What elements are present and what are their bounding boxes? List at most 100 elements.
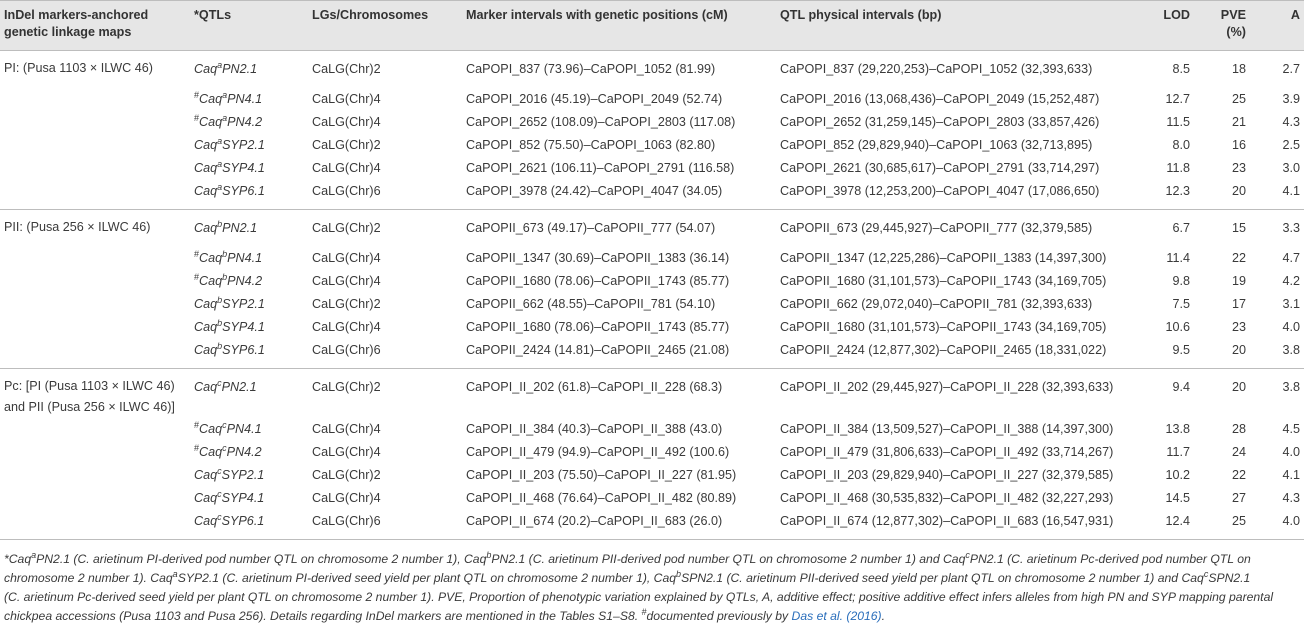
- physical-interval-cell: CaPOPI_3978 (12,253,200)–CaPOPI_4047 (17…: [780, 184, 1100, 198]
- map-cell: [0, 270, 190, 293]
- physical-interval-cell: CaPOPI_2652 (31,259,145)–CaPOPI_2803 (33…: [780, 115, 1100, 129]
- lod-cell: 9.5: [1172, 343, 1190, 357]
- qtl-trait: SYP4.1: [222, 161, 265, 175]
- marker-interval-cell: CaPOPI_2652 (108.09)–CaPOPI_2803 (117.08…: [466, 115, 736, 129]
- table-row: CaqbSYP4.1 CaLG(Chr)4 CaPOPII_1680 (78.06)…: [0, 316, 1304, 339]
- lod-cell: 11.4: [1166, 251, 1190, 265]
- qtl-prefix: Caq: [199, 274, 223, 288]
- pve-cell: 28: [1231, 422, 1246, 436]
- qtl-hash-mark: #: [194, 113, 200, 123]
- additive-effect-cell: 4.1: [1282, 184, 1300, 198]
- qtl-prefix: Caq: [194, 380, 218, 394]
- table-row: Pc: [PI (Pusa 1103 × ILWC 46) and PII (P…: [0, 369, 1304, 419]
- marker-interval-cell: CaPOPII_662 (48.55)–CaPOPII_781 (54.10): [466, 297, 716, 311]
- map-cell: [0, 111, 190, 134]
- lod-cell: 12.7: [1165, 92, 1190, 106]
- qtl-name-cell: CaqbSYP4.1: [190, 316, 308, 339]
- qtl-prefix: Caq: [194, 161, 218, 175]
- table-row: #CaqaPN4.2 CaLG(Chr)4 CaPOPI_2652 (108.09)…: [0, 111, 1304, 134]
- marker-interval-cell: CaPOPI_852 (75.50)–CaPOPI_1063 (82.80): [466, 138, 716, 152]
- map-cell: [0, 134, 190, 157]
- marker-interval-cell: CaPOPI_II_384 (40.3)–CaPOPI_II_388 (43.0…: [466, 422, 723, 436]
- table-group: PII: (Pusa 256 × ILWC 46) CaqbPN2.1 CaLG(C…: [0, 210, 1304, 369]
- lod-cell: 10.2: [1165, 468, 1190, 482]
- lod-cell: 10.6: [1165, 320, 1190, 334]
- additive-effect-cell: 4.0: [1282, 445, 1300, 459]
- footnote-line-1: *CaqaPN2.1 (C. arietinum PI-derived pod …: [4, 550, 1251, 567]
- qtl-trait: PN4.1: [227, 251, 263, 265]
- physical-interval-cell: CaPOPII_1680 (31,101,573)–CaPOPII_1743 (…: [780, 274, 1107, 288]
- marker-interval-cell: CaPOPI_II_202 (61.8)–CaPOPI_II_228 (68.3…: [466, 380, 723, 394]
- qtl-prefix: Caq: [194, 491, 218, 505]
- qtl-name-cell: CaqbSYP2.1: [190, 293, 308, 316]
- map-cell: [0, 157, 190, 180]
- additive-effect-cell: 4.2: [1282, 274, 1300, 288]
- lod-cell: 8.5: [1172, 62, 1190, 76]
- physical-interval-cell: CaPOPII_1347 (12,225,286)–CaPOPII_1383 (…: [780, 251, 1107, 265]
- pve-cell: 24: [1231, 445, 1246, 459]
- lod-cell: 11.5: [1166, 115, 1190, 129]
- map-cell: [0, 247, 190, 270]
- qtl-prefix: Caq: [199, 445, 223, 459]
- qtl-name-cell: #CaqbPN4.1: [190, 247, 308, 270]
- pve-cell: 16: [1231, 138, 1246, 152]
- marker-interval-cell: CaPOPI_3978 (24.42)–CaPOPI_4047 (34.05): [466, 184, 723, 198]
- header-marker-intervals: Marker intervals with genetic positions …: [466, 8, 728, 22]
- table-row: CaqaSYP4.1 CaLG(Chr)4 CaPOPI_2621 (106.11)…: [0, 157, 1304, 180]
- header-map: InDel markers-anchored genetic linkage m…: [0, 1, 190, 51]
- physical-interval-cell: CaPOPII_673 (29,445,927)–CaPOPII_777 (32…: [780, 221, 1093, 235]
- table-row: CaqaSYP2.1 CaLG(Chr)2 CaPOPI_852 (75.50)–C…: [0, 134, 1304, 157]
- additive-effect-cell: 4.7: [1282, 251, 1300, 265]
- qtl-trait: SYP6.1: [221, 514, 265, 528]
- qtl-prefix: Caq: [194, 297, 218, 311]
- pve-cell: 25: [1231, 514, 1246, 528]
- footnote-line-4: chickpea accessions (Pusa 1103 and Pusa …: [4, 607, 886, 624]
- lg-cell: CaLG(Chr)4: [312, 92, 381, 106]
- table-row: CaqcSYP6.1 CaLG(Chr)6 CaPOPI_II_674 (20.2)…: [0, 510, 1304, 540]
- marker-interval-cell: CaPOPI_II_468 (76.64)–CaPOPI_II_482 (80.…: [466, 491, 737, 505]
- qtl-superscript: c: [217, 466, 222, 476]
- qtl-name-cell: CaqaSYP2.1: [190, 134, 308, 157]
- marker-interval-cell: CaPOPI_II_479 (94.9)–CaPOPI_II_492 (100.…: [466, 445, 730, 459]
- lg-cell: CaLG(Chr)4: [312, 161, 381, 175]
- qtl-name-cell: CaqcSYP4.1: [190, 487, 308, 510]
- qtl-trait: SYP6.1: [222, 343, 265, 357]
- map-cell: PI: (Pusa 1103 × ILWC 46): [4, 61, 153, 75]
- lod-cell: 8.0: [1172, 138, 1190, 152]
- lg-cell: CaLG(Chr)4: [312, 422, 381, 436]
- qtl-name-cell: #CaqbPN4.2: [190, 270, 308, 293]
- qtl-name-cell: #CaqaPN4.2: [190, 111, 308, 134]
- map-cell: [0, 88, 190, 111]
- qtl-prefix: Caq: [194, 514, 218, 528]
- map-cell: [0, 180, 190, 210]
- map-cell: PII: (Pusa 256 × ILWC 46): [4, 220, 151, 234]
- additive-effect-cell: 3.1: [1282, 297, 1300, 311]
- citation-link[interactable]: Das et al. (2016): [791, 609, 882, 623]
- table-row: #CaqcPN4.1 CaLG(Chr)4 CaPOPI_II_384 (40.3)…: [0, 418, 1304, 441]
- lg-cell: CaLG(Chr)2: [312, 468, 381, 482]
- header-a: A: [1290, 8, 1300, 22]
- qtl-prefix: Caq: [194, 343, 218, 357]
- qtl-superscript: a: [217, 136, 223, 146]
- additive-effect-cell: 3.8: [1282, 343, 1300, 357]
- qtl-superscript: a: [217, 60, 223, 70]
- additive-effect-cell: 2.7: [1282, 62, 1300, 76]
- lod-cell: 14.5: [1165, 491, 1190, 505]
- table-row: CaqcSYP4.1 CaLG(Chr)4 CaPOPI_II_468 (76.64…: [0, 487, 1304, 510]
- qtl-trait: SYP2.1: [222, 138, 265, 152]
- map-cell: [0, 487, 190, 510]
- pve-cell: 17: [1231, 297, 1246, 311]
- qtl-superscript: c: [217, 378, 222, 388]
- physical-interval-cell: CaPOPI_837 (29,220,253)–CaPOPI_1052 (32,…: [780, 62, 1093, 76]
- table-header: InDel markers-anchored genetic linkage m…: [0, 0, 1304, 51]
- additive-effect-cell: 4.1: [1282, 468, 1300, 482]
- qtl-hash-mark: #: [194, 90, 200, 100]
- qtl-prefix: Caq: [199, 115, 223, 129]
- pve-cell: 19: [1231, 274, 1246, 288]
- qtl-trait: SYP2.1: [222, 297, 265, 311]
- lod-cell: 11.7: [1166, 445, 1190, 459]
- qtl-trait: SYP2.1: [221, 468, 265, 482]
- pve-cell: 22: [1231, 468, 1246, 482]
- table-group: PI: (Pusa 1103 × ILWC 46) CaqaPN2.1 CaLG(C…: [0, 51, 1304, 210]
- qtl-name-cell: CaqaPN2.1: [190, 51, 308, 89]
